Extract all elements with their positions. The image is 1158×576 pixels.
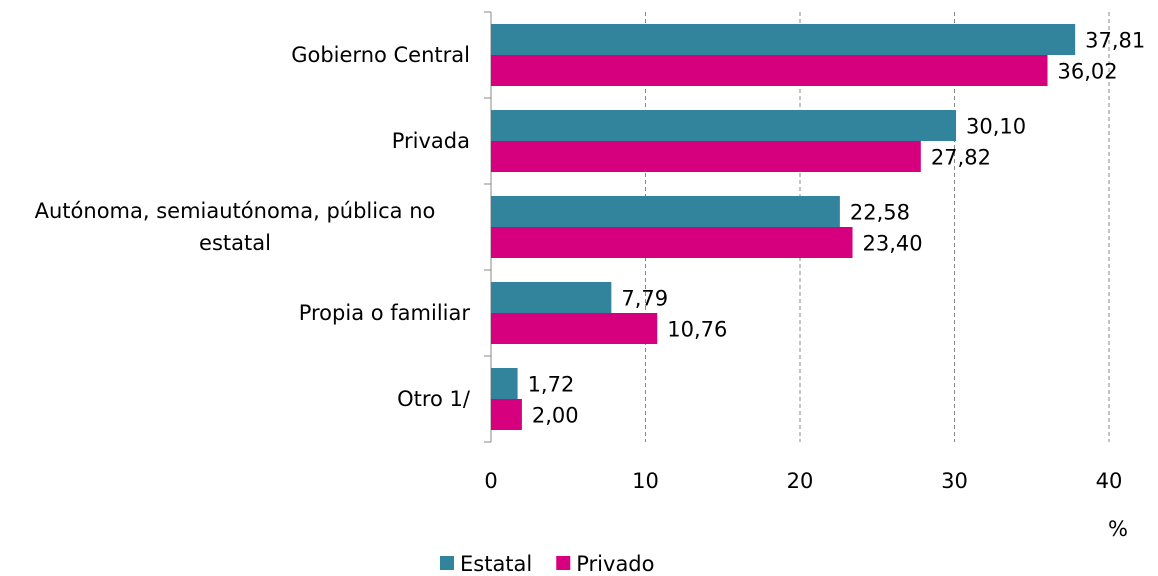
data-label: 27,82 [931, 146, 991, 170]
y-tick-label: Autónoma, semiautónoma, pública no estat… [34, 199, 436, 255]
data-label: 36,02 [1058, 60, 1118, 84]
x-tick-label: 20 [787, 469, 814, 493]
data-label: 37,81 [1085, 29, 1145, 53]
bar [491, 24, 1076, 55]
data-label: 10,76 [667, 318, 727, 342]
x-tick-label: 40 [1096, 469, 1123, 493]
bar [491, 368, 518, 399]
data-label: 1,72 [528, 373, 575, 397]
bar [491, 313, 658, 344]
legend-label: Privado [576, 552, 654, 576]
x-axis-label: % [1108, 517, 1128, 541]
bar [491, 399, 522, 430]
x-tick-label: 0 [484, 469, 497, 493]
data-label: 2,00 [532, 404, 579, 428]
y-tick-label: Gobierno Central [291, 43, 470, 67]
bar [491, 55, 1048, 86]
data-label: 23,40 [863, 232, 923, 256]
y-tick-label: Otro 1/ [397, 387, 470, 411]
x-tick-label: 30 [941, 469, 968, 493]
bar [491, 282, 612, 313]
bar [491, 110, 957, 141]
data-label: 30,10 [966, 115, 1026, 139]
x-tick-label: 10 [632, 469, 659, 493]
bar [491, 227, 853, 258]
y-tick-label: Propia o familiar [298, 301, 470, 325]
data-label: 22,58 [850, 201, 910, 225]
data-label: 7,79 [621, 287, 668, 311]
legend-swatch [440, 556, 454, 570]
legend-swatch [556, 556, 571, 570]
bar [491, 141, 921, 172]
y-tick-label: Privada [391, 129, 470, 153]
legend-label: Estatal [460, 552, 532, 576]
bar [491, 196, 840, 227]
